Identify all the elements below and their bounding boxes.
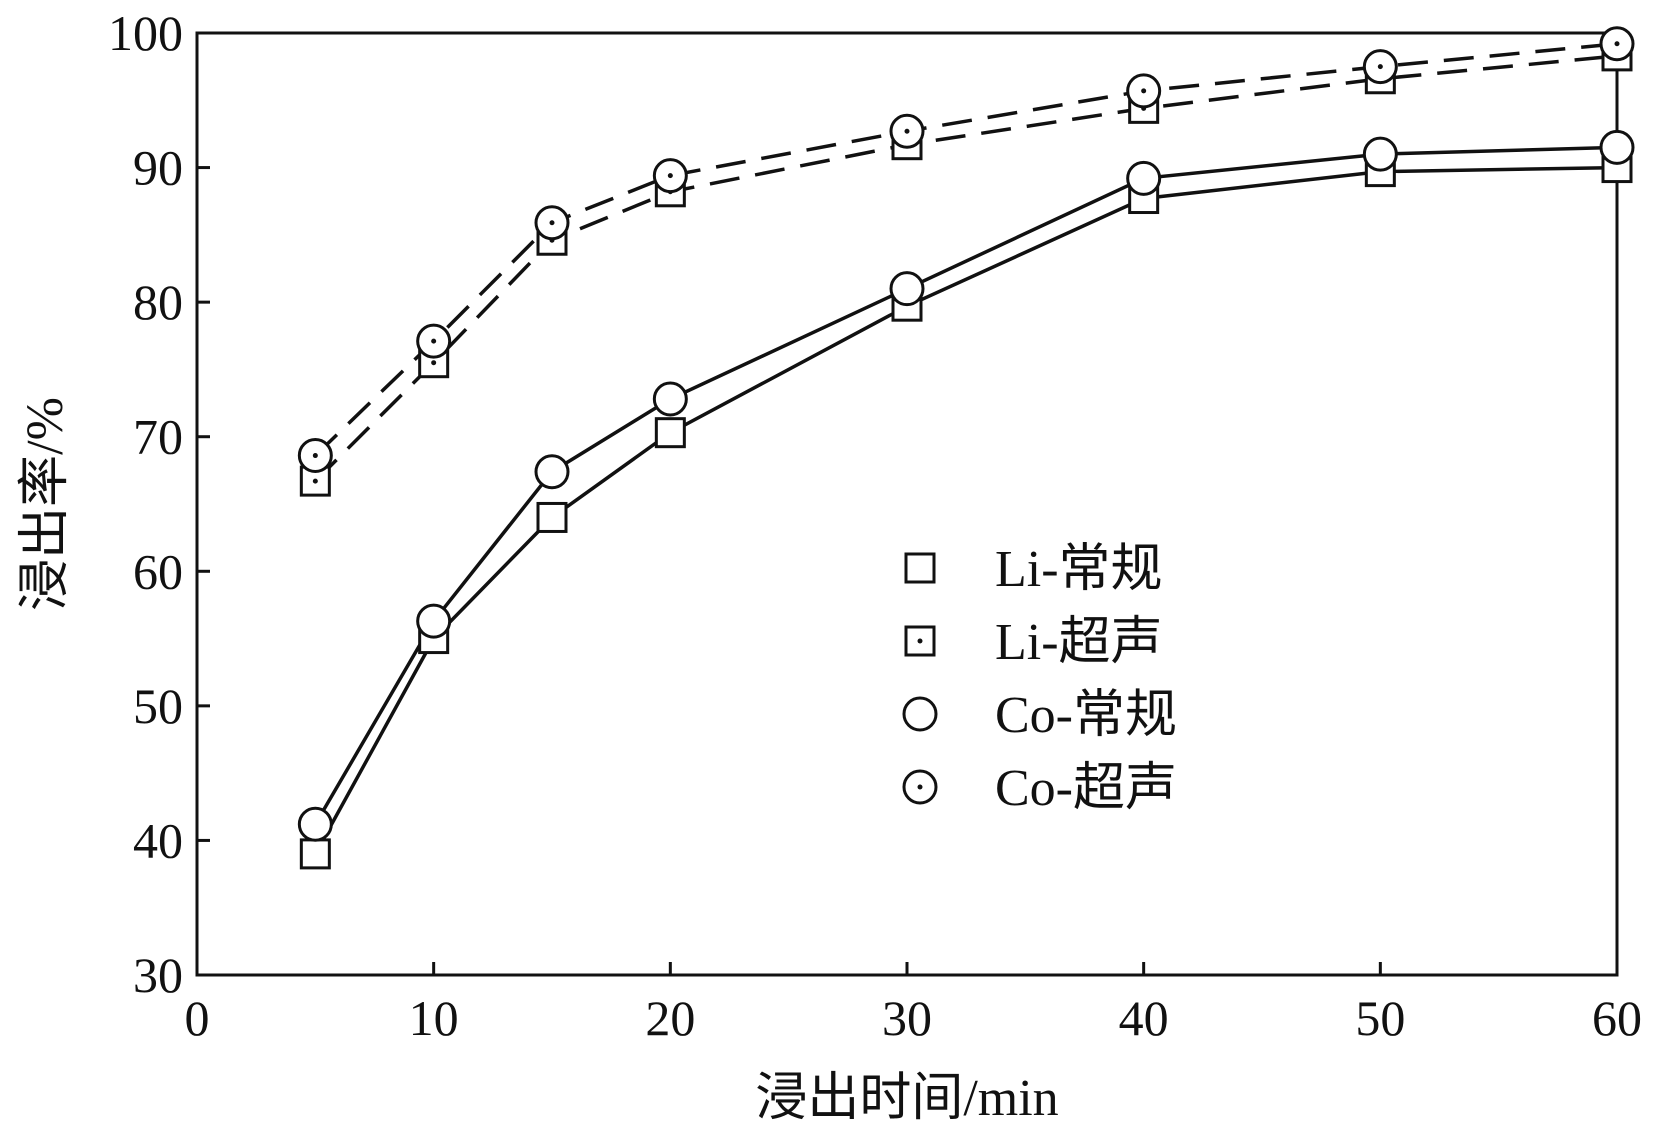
data-point-co-ultrasonic-dot <box>904 128 910 134</box>
y-tick-label: 90 <box>133 140 183 196</box>
data-point-co-ultrasonic-dot <box>549 220 555 226</box>
y-tick-label: 40 <box>133 812 183 868</box>
x-axis-ticks: 0 10 20 30 40 50 60 <box>185 962 1642 1046</box>
x-tick-label: 10 <box>409 990 459 1046</box>
data-point-co-ultrasonic-dot <box>1141 88 1147 94</box>
series-line-li-conventional <box>313 165 1618 855</box>
y-tick-label: 30 <box>133 947 183 1003</box>
series-lines <box>313 42 1618 855</box>
x-tick-label: 60 <box>1592 990 1642 1046</box>
y-axis-label: 浸出率/% <box>17 397 74 611</box>
series-line-li-ultrasonic <box>314 54 1618 483</box>
x-tick-label: 50 <box>1355 990 1405 1046</box>
legend-label-co-conventional: Co-常规 <box>995 687 1177 744</box>
y-axis-ticks: 30 40 50 60 70 80 90 100 <box>108 5 210 1003</box>
y-tick-label: 100 <box>108 5 183 61</box>
data-point-co-conventional <box>889 271 925 307</box>
x-tick-label: 20 <box>645 990 695 1046</box>
data-point-li-conventional <box>299 838 331 870</box>
data-point-co-conventional <box>297 806 333 842</box>
data-point-co-conventional <box>416 603 452 639</box>
data-point-li-conventional <box>654 417 686 449</box>
y-tick-label: 50 <box>133 678 183 734</box>
legend: Li-常规 Li-超声 Co-常规 Co-超声 <box>902 541 1177 817</box>
y-tick-label: 80 <box>133 274 183 330</box>
x-tick-label: 0 <box>185 990 210 1046</box>
series-markers <box>297 26 1635 870</box>
x-axis-label: 浸出时间/min <box>755 1070 1058 1127</box>
data-point-co-ultrasonic-dot <box>1614 41 1620 47</box>
legend-marker-li-ultrasonic-dot <box>917 638 923 644</box>
data-point-co-ultrasonic-dot <box>667 173 673 179</box>
x-tick-label: 30 <box>882 990 932 1046</box>
legend-marker-co-ultrasonic-dot <box>917 784 923 790</box>
data-point-li-ultrasonic-dot <box>312 478 318 484</box>
data-point-co-conventional <box>534 454 570 490</box>
data-point-li-ultrasonic-dot <box>431 360 437 366</box>
data-point-co-conventional <box>652 381 688 417</box>
y-tick-label: 60 <box>133 543 183 599</box>
series-line-co-conventional <box>313 145 1618 826</box>
legend-label-li-conventional: Li-常规 <box>995 541 1163 598</box>
plot-frame <box>195 31 1619 977</box>
data-point-co-conventional <box>1599 129 1635 165</box>
legend-marker-co-conventional <box>902 696 938 732</box>
legend-label-co-ultrasonic: Co-超声 <box>995 760 1177 817</box>
data-point-co-conventional <box>1362 136 1398 172</box>
data-point-co-ultrasonic-dot <box>1377 64 1383 70</box>
data-point-co-ultrasonic-dot <box>431 338 437 344</box>
y-tick-label: 70 <box>133 409 183 465</box>
data-point-li-conventional <box>536 501 568 533</box>
data-point-co-ultrasonic-dot <box>312 453 318 459</box>
legend-label-li-ultrasonic: Li-超声 <box>995 614 1163 671</box>
series-line-co-ultrasonic <box>314 42 1618 457</box>
x-tick-label: 40 <box>1119 990 1169 1046</box>
legend-marker-li-conventional <box>904 552 936 584</box>
data-point-co-conventional <box>1126 160 1162 196</box>
